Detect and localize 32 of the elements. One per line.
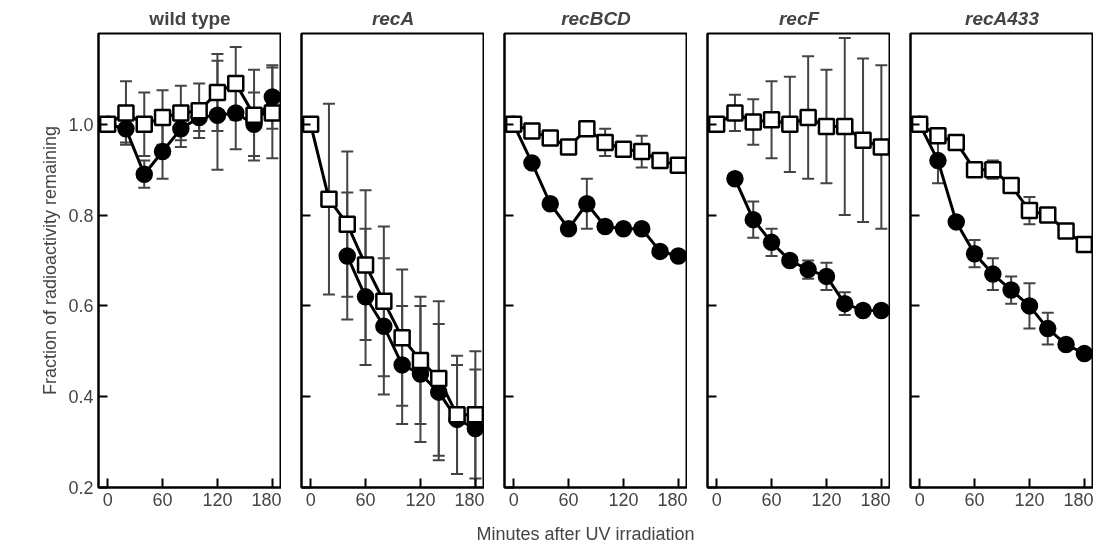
chart-title: recA433 bbox=[965, 7, 1040, 29]
chart-title: recF bbox=[778, 7, 821, 29]
x-tick-label: 120 bbox=[202, 489, 233, 510]
x-tick-label: 180 bbox=[1063, 489, 1094, 510]
x-tick-label: 0 bbox=[305, 489, 316, 510]
x-tick-label: 120 bbox=[608, 489, 639, 510]
chart-title: recBCD bbox=[561, 7, 632, 29]
x-tick-label: 60 bbox=[964, 489, 985, 510]
x-tick-label: 180 bbox=[454, 489, 485, 510]
x-tick-label: 60 bbox=[355, 489, 376, 510]
x-tick-label: 0 bbox=[711, 489, 722, 510]
x-tick-label: 120 bbox=[405, 489, 436, 510]
x-tick-label: 180 bbox=[251, 489, 282, 510]
x-tick-label: 0 bbox=[508, 489, 519, 510]
x-tick-label: 120 bbox=[1014, 489, 1045, 510]
x-axis-title: Minutes after UV irradiation bbox=[476, 524, 695, 545]
y-tick-label: 0.6 bbox=[68, 296, 94, 317]
x-tick-label: 60 bbox=[152, 489, 173, 510]
x-tick-label: 180 bbox=[860, 489, 891, 510]
y-tick-label: 0.2 bbox=[68, 478, 94, 498]
y-tick-label: 1.0 bbox=[68, 114, 94, 135]
y-tick-label: 0.4 bbox=[68, 387, 94, 408]
y-axis-title: Fraction of radioactivity remaining bbox=[40, 125, 61, 396]
x-tick-label: 0 bbox=[914, 489, 925, 510]
x-tick-label: 60 bbox=[558, 489, 579, 510]
x-tick-label: 120 bbox=[811, 489, 842, 510]
x-tick-label: 0 bbox=[102, 489, 113, 510]
x-tick-label: 180 bbox=[657, 489, 688, 510]
chart-title: recA bbox=[371, 7, 415, 29]
chart-title: wild type bbox=[148, 7, 231, 29]
x-tick-label: 60 bbox=[761, 489, 782, 510]
y-tick-label: 0.8 bbox=[68, 205, 94, 226]
